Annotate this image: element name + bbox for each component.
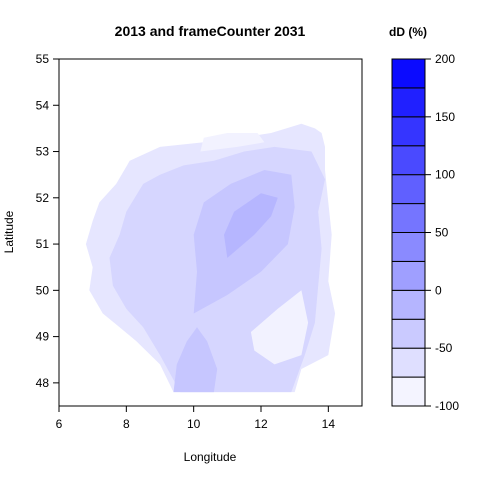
x-tick-label: 14 xyxy=(322,417,336,431)
colorbar-tick-label: 100 xyxy=(435,168,455,182)
plot-frame xyxy=(58,58,363,407)
contour-region-5 xyxy=(250,290,309,365)
colorbar-tick-label: -50 xyxy=(435,341,453,355)
y-tick-label: 55 xyxy=(36,52,50,66)
plot-area: 6 8 10 12 14 48 49 50 51 52 53 54 55 xyxy=(36,52,363,431)
x-tick-label: 10 xyxy=(187,417,201,431)
colorbar-swatch xyxy=(391,87,426,118)
colorbar-swatch xyxy=(391,289,426,320)
x-tick-label: 12 xyxy=(254,417,268,431)
contour-region-4 xyxy=(224,193,278,258)
y-tick-label: 52 xyxy=(36,191,50,205)
colorbar-swatch xyxy=(391,203,426,233)
colorbar-tick-label: 150 xyxy=(435,110,455,124)
y-tick-label: 49 xyxy=(36,330,50,344)
colorbar: -100 -50 0 50 100 150 200 xyxy=(391,52,459,413)
x-axis-label: Longitude xyxy=(184,450,237,464)
y-tick-label: 48 xyxy=(36,376,50,390)
y-axis: 48 49 50 51 52 53 54 55 xyxy=(36,52,59,390)
x-axis: 6 8 10 12 14 xyxy=(56,406,336,431)
contour-regions xyxy=(85,123,336,393)
colorbar-swatch xyxy=(391,376,426,407)
y-tick-label: 54 xyxy=(36,98,50,112)
colorbar-swatch xyxy=(391,347,426,378)
colorbar-tick-label: 200 xyxy=(435,52,455,66)
x-tick-label: 6 xyxy=(56,417,63,431)
contour-region-3 xyxy=(173,327,218,393)
y-tick-label: 53 xyxy=(36,145,50,159)
y-axis-label: Latitude xyxy=(2,210,16,253)
colorbar-swatch xyxy=(391,145,426,176)
colorbar-swatch xyxy=(391,116,426,147)
colorbar-swatch xyxy=(391,232,426,262)
colorbar-swatch xyxy=(391,174,426,205)
chart-title: 2013 and frameCounter 2031 xyxy=(115,23,306,39)
colorbar-tick-label: 0 xyxy=(435,283,442,297)
colorbar-title: dD (%) xyxy=(389,25,427,39)
y-tick-label: 51 xyxy=(36,237,50,251)
colorbar-tick-label: 50 xyxy=(435,226,449,240)
colorbar-swatch xyxy=(391,260,426,291)
y-tick-label: 50 xyxy=(36,283,50,297)
contour-region-6 xyxy=(200,133,265,152)
colorbar-tick-label: -100 xyxy=(435,399,459,413)
colorbar-swatch xyxy=(391,58,426,89)
x-tick-label: 8 xyxy=(123,417,130,431)
colorbar-swatch xyxy=(391,318,426,349)
